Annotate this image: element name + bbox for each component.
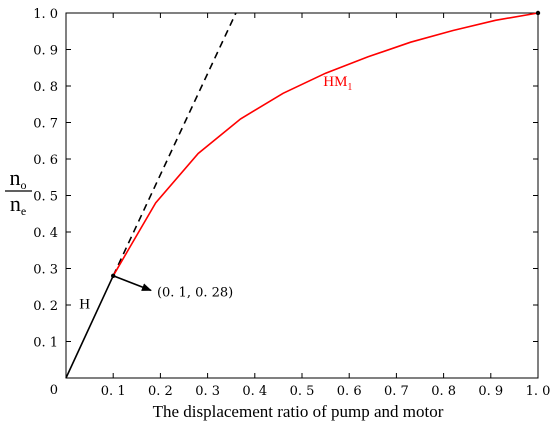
y-tick-label: 0. 2 (33, 299, 58, 314)
annotation-arrow (112, 275, 152, 292)
series-line-hm (112, 12, 539, 277)
series-label-hm1-main: HM (323, 74, 347, 90)
x-tick-label: 0. 1 (101, 384, 126, 399)
plot-area (65, 10, 541, 379)
end-point (535, 10, 541, 16)
x-tick-label: 0. 3 (195, 384, 220, 399)
x-tick-label: 0. 6 (337, 384, 362, 399)
y-tick-label: 0. 3 (33, 263, 58, 278)
x-tick-label: 0. 9 (478, 384, 503, 399)
y-tick-label: 0. 5 (33, 190, 58, 205)
y-numerator-main: n (10, 165, 21, 190)
x-axis-title: The displacement ratio of pump and motor (153, 402, 444, 421)
ticks: 0. 1 0. 2 0. 3 0. 4 0. 5 0. 6 0. 7 0. 8 0. 9 1. 0… (33, 7, 550, 399)
plot-frame (65, 12, 539, 379)
y-tick-label: 0. 7 (33, 117, 58, 132)
y-tick-label: 0. 1 (33, 336, 58, 351)
x-tick-label: 0. 8 (431, 384, 456, 399)
y-axis-label-denominator: ne (10, 191, 26, 218)
series-line-h (65, 275, 114, 379)
x-tick-label: 0. 4 (242, 384, 267, 399)
axes (65, 12, 539, 379)
y-tick-label: 1. 0 (33, 7, 58, 22)
labels: H HM1 (0. 1, 0. 28) The displacement ratio … (5, 74, 444, 421)
series-label-hm1: HM1 (323, 74, 352, 93)
series-line-dashed-extension (112, 12, 237, 277)
annotation-label: (0. 1, 0. 28) (157, 285, 233, 300)
y-tick-label: 0. 9 (33, 44, 58, 59)
y-denominator-sub: e (21, 204, 26, 218)
x-tick-label: 0. 2 (148, 384, 173, 399)
origin-label: 0 (50, 383, 58, 398)
series-label-hm1-sub: 1 (347, 82, 352, 93)
series-label-h: H (79, 297, 90, 313)
y-tick-label: 0. 6 (33, 153, 58, 168)
y-tick-label: 0. 8 (33, 80, 58, 95)
y-tick-label: 0. 4 (33, 226, 58, 241)
x-tick-label: 0. 7 (384, 384, 409, 399)
y-denominator-main: n (10, 191, 21, 216)
y-numerator-sub: o (21, 178, 27, 192)
x-tick-label: 1. 0 (526, 384, 550, 399)
x-tick-label: 0. 5 (290, 384, 315, 399)
y-axis-label-numerator: no (10, 165, 27, 192)
